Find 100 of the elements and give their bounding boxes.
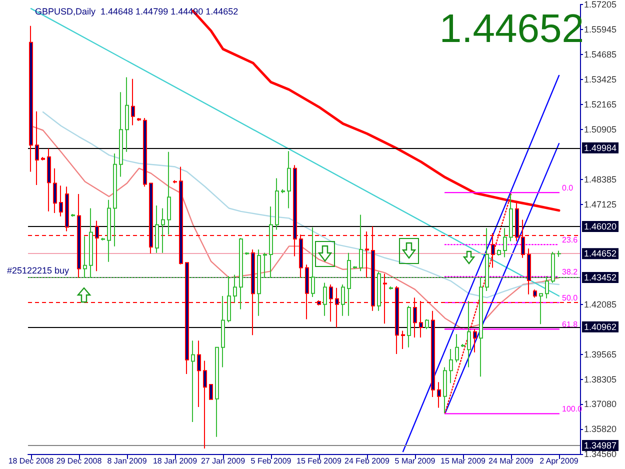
x-tick-label: 15 Mar 2009 xyxy=(440,456,486,466)
candlestick xyxy=(257,249,261,316)
candlestick xyxy=(281,188,285,194)
candlestick xyxy=(209,384,213,400)
candlestick xyxy=(353,266,357,270)
candlestick xyxy=(221,295,225,368)
x-tick-label: 27 Jan 2009 xyxy=(200,456,246,466)
y-tick-label: 1.38305 xyxy=(584,374,617,385)
series-label: 0.0 xyxy=(562,184,574,193)
x-tick-label: 5 Mar 2009 xyxy=(394,456,436,466)
candlestick xyxy=(101,237,105,241)
series-label: 50.0 xyxy=(562,294,578,303)
candlestick xyxy=(77,193,81,278)
y-tick-label: 1.57205 xyxy=(584,0,617,10)
candlestick xyxy=(167,151,171,236)
candlestick xyxy=(89,208,93,278)
candlestick xyxy=(461,344,465,348)
candlestick xyxy=(143,117,147,188)
candlestick xyxy=(239,238,243,310)
y-tick-label: 1.55945 xyxy=(584,24,617,35)
candlestick xyxy=(449,348,453,384)
candlestick xyxy=(65,186,69,232)
candlestick xyxy=(425,318,429,330)
ref-line-label: 1.43452 xyxy=(584,272,617,282)
candlestick xyxy=(35,110,39,186)
y-tick-label: 1.48385 xyxy=(584,174,617,185)
annotation: #25122215 buy xyxy=(7,266,70,276)
candlestick xyxy=(557,250,561,258)
y-tick-label: 1.50905 xyxy=(584,124,617,135)
candlestick xyxy=(389,286,393,290)
candlestick xyxy=(83,236,87,278)
y-tick-label: 1.37080 xyxy=(584,398,617,409)
candlestick xyxy=(29,25,33,172)
series-label: 23.6 xyxy=(562,236,578,245)
y-tick-label: 1.35820 xyxy=(584,424,617,434)
ref-line-label: 1.46020 xyxy=(584,222,617,232)
candlestick xyxy=(47,148,51,212)
candlestick xyxy=(269,206,273,278)
candlestick xyxy=(125,76,129,152)
x-tick-label: 29 Dec 2008 xyxy=(56,456,102,466)
candlestick xyxy=(479,277,483,378)
candlestick xyxy=(275,178,279,230)
candlestick xyxy=(155,204,159,254)
candlestick xyxy=(131,78,135,126)
candlestick xyxy=(347,252,351,316)
ref-line-label: 1.49984 xyxy=(584,142,617,153)
candlestick xyxy=(41,156,45,161)
candlestick xyxy=(485,228,489,292)
candlestick xyxy=(503,228,507,258)
candlestick xyxy=(437,382,441,408)
x-tick-label: 2 Apr 2009 xyxy=(540,456,579,466)
y-tick-label: 1.52165 xyxy=(584,100,617,110)
candlestick xyxy=(215,346,219,438)
candlestick xyxy=(107,199,111,262)
candlestick xyxy=(119,92,123,178)
candlestick xyxy=(497,249,501,256)
candlestick xyxy=(203,360,207,449)
y-tick-label: 1.39565 xyxy=(584,350,617,360)
candlestick xyxy=(245,252,249,256)
candlestick xyxy=(401,330,405,350)
candlestick xyxy=(173,180,177,184)
y-tick-label: 1.47125 xyxy=(584,200,617,210)
ref-line-label: 1.34987 xyxy=(584,440,617,451)
x-tick-label: 15 Feb 2009 xyxy=(296,456,342,466)
candlestick xyxy=(53,168,57,214)
candlestick xyxy=(527,248,531,295)
x-tick-label: 8 Jan 2009 xyxy=(107,456,148,466)
candlestick xyxy=(467,300,471,368)
candlestick xyxy=(431,310,435,398)
candlestick xyxy=(533,288,537,298)
candlestick xyxy=(455,334,459,363)
candlestick xyxy=(323,282,327,316)
candlestick xyxy=(545,276,549,299)
candlestick xyxy=(137,117,141,122)
candlestick xyxy=(263,252,267,278)
ref-line-label: 1.40962 xyxy=(584,322,617,332)
candlestick xyxy=(113,152,117,247)
ref-line-label: 1.44652 xyxy=(584,248,617,259)
candlestick xyxy=(377,271,381,312)
candlestick xyxy=(509,194,513,242)
candlestick xyxy=(227,276,231,323)
x-tick-label: 5 Feb 2009 xyxy=(250,456,292,466)
candlestick xyxy=(359,214,363,272)
x-tick-label: 24 Mar 2009 xyxy=(488,456,534,466)
candlestick xyxy=(287,150,291,209)
y-tick-label: 1.42085 xyxy=(584,300,617,310)
y-tick-label: 1.34560 xyxy=(584,449,617,459)
x-tick-label: 18 Dec 2008 xyxy=(8,456,54,466)
y-tick-label: 1.53425 xyxy=(584,74,617,85)
x-tick-label: 24 Feb 2009 xyxy=(344,456,390,466)
series-label: 38.2 xyxy=(562,268,578,277)
candlestick xyxy=(191,340,195,423)
candlestick xyxy=(551,251,555,284)
candlestick xyxy=(59,185,63,217)
y-tick-label: 1.54685 xyxy=(584,50,617,60)
candlestick xyxy=(443,366,447,414)
candlestick xyxy=(473,328,477,353)
candlestick xyxy=(161,208,165,254)
candlestick xyxy=(311,226,315,298)
series-label: 61.8 xyxy=(562,320,578,330)
